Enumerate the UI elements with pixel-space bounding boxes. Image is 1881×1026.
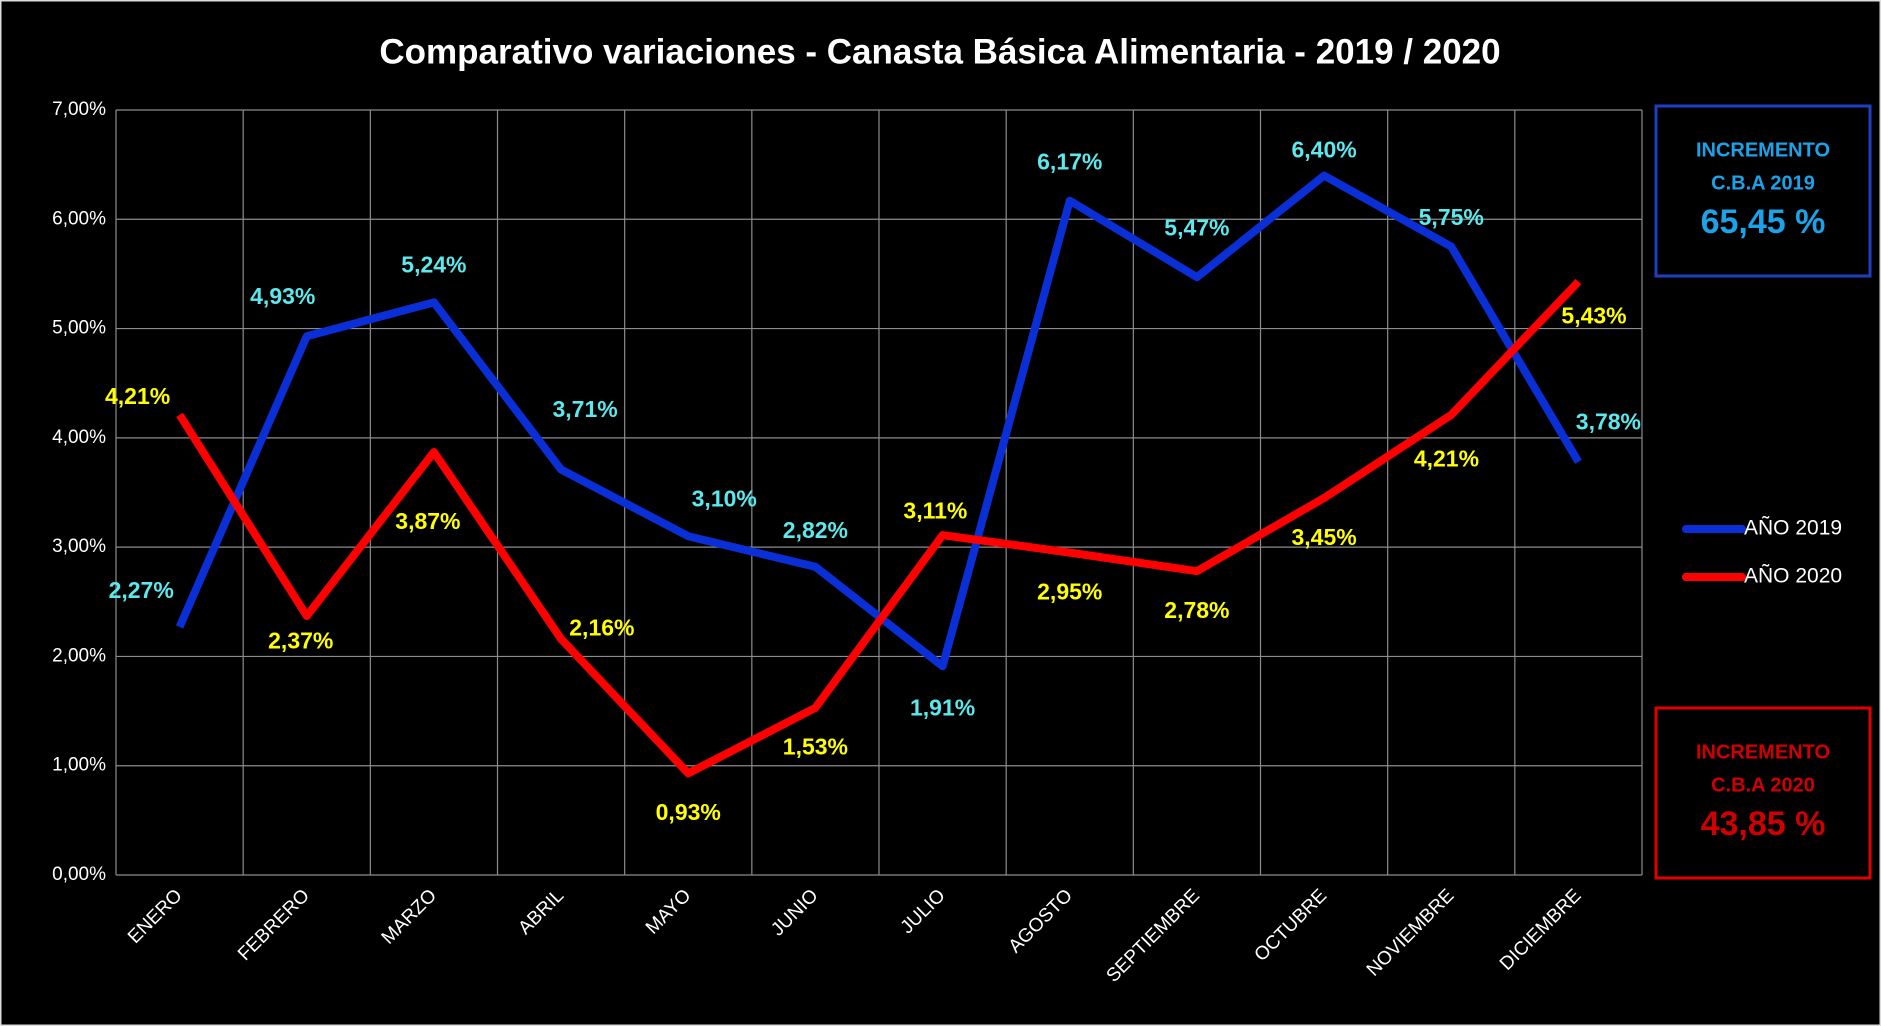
data-label: 1,53% xyxy=(783,734,848,760)
annotation-value: 65,45 % xyxy=(1701,203,1826,241)
data-label: 3,11% xyxy=(903,497,967,523)
y-tick-label: 1,00% xyxy=(52,755,106,776)
data-label: 1,91% xyxy=(910,695,975,721)
data-label: 5,24% xyxy=(401,251,466,277)
annotation-value: 43,85 % xyxy=(1701,805,1826,843)
data-label: 6,40% xyxy=(1291,137,1356,163)
y-tick-label: 2,00% xyxy=(52,645,106,666)
annotation-line2: C.B.A 2020 xyxy=(1711,774,1815,796)
y-tick-label: 4,00% xyxy=(52,427,106,448)
y-tick-label: 0,00% xyxy=(52,864,106,885)
data-label: 5,75% xyxy=(1419,204,1484,230)
y-tick-label: 5,00% xyxy=(52,318,106,339)
data-label: 2,16% xyxy=(569,614,634,640)
data-label: 4,93% xyxy=(250,283,315,309)
annotation-line1: INCREMENTO xyxy=(1696,139,1830,161)
data-label: 5,47% xyxy=(1164,214,1229,240)
y-tick-label: 6,00% xyxy=(52,208,106,229)
annotation-line2: C.B.A 2019 xyxy=(1711,172,1815,194)
legend-label: AÑO 2020 xyxy=(1744,564,1842,588)
series-line xyxy=(176,278,1582,778)
annotation-line1: INCREMENTO xyxy=(1696,741,1830,763)
annotation-box xyxy=(1654,104,1872,278)
data-label: 3,10% xyxy=(692,485,757,511)
data-label: 4,21% xyxy=(105,383,170,409)
data-label: 2,78% xyxy=(1164,597,1229,623)
data-label: 3,87% xyxy=(395,508,460,534)
data-label: 5,43% xyxy=(1561,303,1626,329)
data-label: 2,27% xyxy=(109,577,174,603)
annotation-box xyxy=(1654,706,1872,880)
data-label: 3,78% xyxy=(1576,409,1641,435)
data-label: 4,21% xyxy=(1414,446,1479,472)
data-label: 3,45% xyxy=(1291,524,1356,550)
data-label: 2,37% xyxy=(268,627,333,653)
legend-label: AÑO 2019 xyxy=(1744,516,1842,540)
y-tick-label: 3,00% xyxy=(52,536,106,557)
data-label: 2,82% xyxy=(783,517,848,543)
y-tick-label: 7,00% xyxy=(52,99,106,120)
data-label: 6,17% xyxy=(1037,149,1102,175)
data-label: 2,95% xyxy=(1037,578,1102,604)
data-label: 3,71% xyxy=(552,396,617,422)
data-label: 0,93% xyxy=(656,799,721,825)
chart-title: Comparativo variaciones - Canasta Básica… xyxy=(379,32,1500,71)
